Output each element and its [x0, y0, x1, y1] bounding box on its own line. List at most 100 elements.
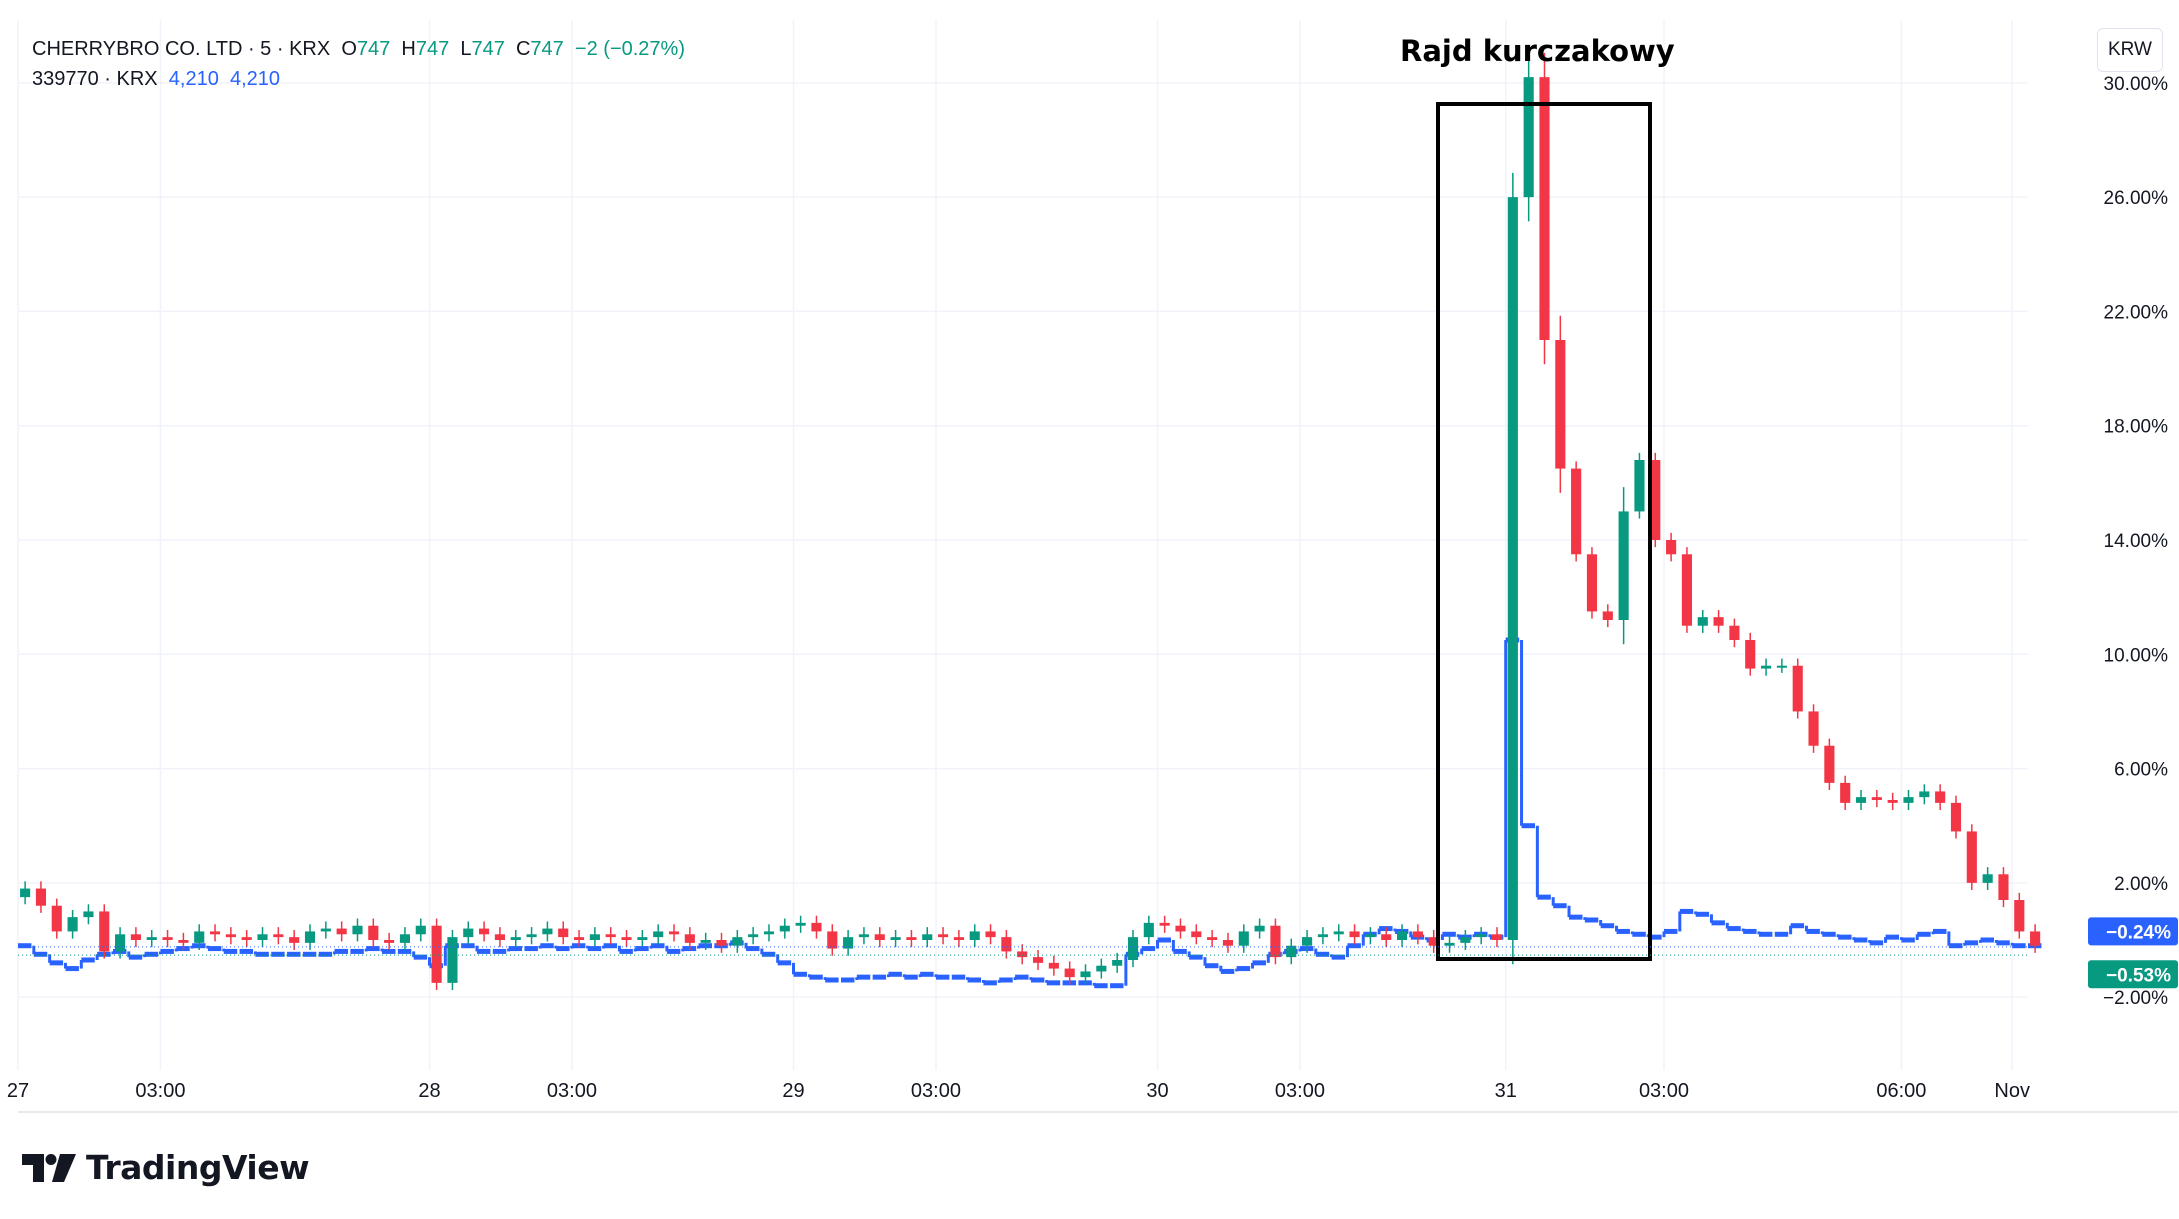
candle-body[interactable] [1222, 940, 1234, 946]
candle-body[interactable] [874, 934, 885, 940]
candle-body[interactable] [637, 937, 648, 940]
candle-body[interactable] [2014, 900, 2025, 932]
candle-body[interactable] [684, 934, 695, 943]
candle-body[interactable] [1523, 77, 1534, 198]
candle-body[interactable] [1982, 874, 1993, 883]
candle-body[interactable] [1428, 937, 1439, 946]
candle-body[interactable] [985, 931, 996, 938]
candle-body[interactable] [1681, 554, 1692, 626]
candle-body[interactable] [1824, 745, 1835, 783]
candle-body[interactable] [1539, 77, 1550, 341]
currency-button[interactable]: KRW [2097, 28, 2163, 72]
candle-body[interactable] [1080, 971, 1091, 978]
candle-body[interactable] [1017, 951, 1028, 958]
candle-body[interactable] [1966, 831, 1977, 883]
candle-body[interactable] [304, 931, 316, 943]
candle-body[interactable] [1571, 468, 1582, 555]
candle-body[interactable] [1317, 934, 1328, 938]
candle-body[interactable] [1871, 797, 1882, 800]
candle-body[interactable] [1761, 665, 1772, 669]
candle-body[interactable] [969, 931, 980, 940]
candle-body[interactable] [1729, 625, 1740, 640]
legend-compare-row[interactable]: 339770 · KRX 4,210 4,210 [32, 64, 685, 94]
candle-body[interactable] [700, 940, 711, 943]
candle-body[interactable] [938, 934, 949, 938]
candle-body[interactable] [890, 937, 901, 940]
candle-body[interactable] [1476, 934, 1487, 938]
candle-body[interactable] [1776, 665, 1787, 668]
candle-body[interactable] [1064, 968, 1075, 978]
candle-body[interactable] [510, 937, 521, 940]
candle-body[interactable] [146, 937, 157, 940]
candle-body[interactable] [1032, 957, 1044, 963]
candle-body[interactable] [589, 934, 600, 940]
candle-body[interactable] [1650, 460, 1661, 540]
candle-body[interactable] [526, 934, 537, 938]
candle-body[interactable] [1349, 931, 1360, 938]
candle-body[interactable] [368, 925, 379, 940]
candle-body[interactable] [241, 937, 252, 940]
candle-body[interactable] [447, 937, 458, 983]
candle-body[interactable] [1396, 931, 1408, 940]
candle-body[interactable] [668, 931, 680, 935]
candle-body[interactable] [843, 937, 854, 949]
candle-body[interactable] [1903, 797, 1914, 803]
candle-body[interactable] [1444, 942, 1455, 946]
candle-body[interactable] [827, 931, 838, 949]
candle-body[interactable] [399, 934, 411, 943]
candle-body[interactable] [20, 888, 31, 898]
candle-body[interactable] [336, 928, 347, 935]
candle-body[interactable] [906, 937, 917, 940]
candle-body[interactable] [2030, 931, 2041, 946]
candle-body[interactable] [1998, 874, 2009, 900]
candle-body[interactable] [953, 937, 964, 940]
candle-body[interactable] [1238, 931, 1249, 946]
candle-body[interactable] [621, 937, 632, 940]
candle-body[interactable] [858, 934, 870, 938]
candle-body[interactable] [1333, 931, 1344, 935]
candle-body[interactable] [67, 917, 78, 932]
candle-body[interactable] [1159, 922, 1170, 926]
candle-body[interactable] [1602, 611, 1613, 620]
candle-body[interactable] [1412, 931, 1423, 938]
candle-body[interactable] [1381, 934, 1392, 940]
candle-body[interactable] [463, 928, 474, 938]
candle-body[interactable] [1586, 554, 1598, 612]
candle-body[interactable] [1935, 791, 1946, 803]
candle-body[interactable] [115, 934, 126, 952]
candle-body[interactable] [162, 937, 173, 940]
candle-body[interactable] [732, 937, 743, 946]
legend-main-row[interactable]: CHERRYBRO CO. LTD · 5 · KRX O747 H747 L7… [32, 34, 685, 64]
candle-body[interactable] [1302, 937, 1313, 946]
candle-body[interactable] [922, 934, 933, 940]
candle-body[interactable] [1792, 665, 1803, 712]
candle-body[interactable] [1840, 782, 1851, 803]
candle-body[interactable] [779, 925, 790, 932]
candle-body[interactable] [1507, 197, 1518, 941]
candle-body[interactable] [194, 931, 205, 943]
candle-body[interactable] [1048, 962, 1059, 969]
candle-body[interactable] [1254, 925, 1265, 932]
candle-body[interactable] [653, 931, 664, 938]
candle-body[interactable] [35, 888, 47, 906]
candle-body[interactable] [51, 905, 62, 932]
annotation-box[interactable] [1436, 102, 1652, 961]
candle-body[interactable] [352, 925, 363, 935]
candle-body[interactable] [1270, 925, 1281, 958]
candle-body[interactable] [542, 928, 553, 935]
candle-body[interactable] [1618, 511, 1629, 620]
candle-body[interactable] [1808, 711, 1819, 746]
candle-body[interactable] [83, 911, 94, 918]
candle-body[interactable] [1919, 791, 1930, 798]
candle-body[interactable] [1634, 460, 1645, 512]
candle-body[interactable] [415, 925, 426, 935]
candle-body[interactable] [1666, 540, 1677, 555]
candle-body[interactable] [273, 934, 284, 938]
candle-body[interactable] [225, 934, 236, 938]
candle-body[interactable] [716, 940, 727, 946]
candle-body[interactable] [558, 928, 569, 938]
candle-body[interactable] [1143, 922, 1154, 938]
candle-body[interactable] [1286, 945, 1297, 958]
tradingview-logo[interactable]: TradingView [22, 1148, 310, 1187]
